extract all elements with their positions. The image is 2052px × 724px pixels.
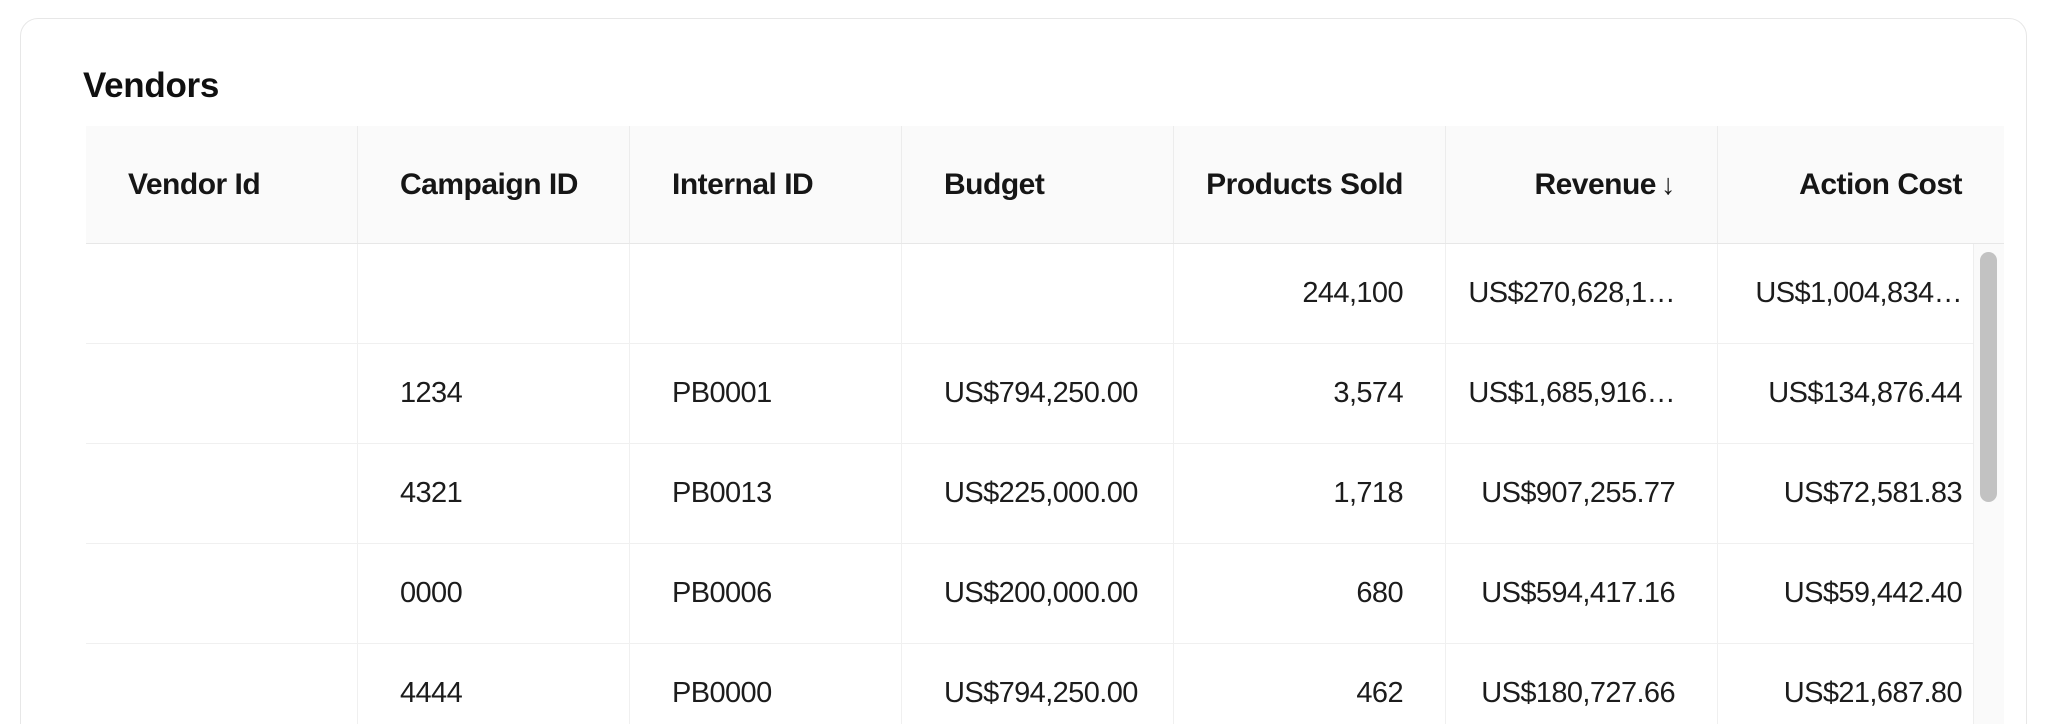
cell-action-cost: US$21,687.80	[1783, 677, 1963, 709]
cell-revenue: US$594,417.16	[1446, 544, 1718, 643]
cell-products-sold: 462	[1174, 644, 1446, 724]
table-header-row: Vendor Id Campaign ID Internal ID Budget Pro…	[86, 126, 2004, 244]
vertical-scrollbar-thumb[interactable]	[1980, 252, 1997, 502]
table-row[interactable]: 4321 PB0013 US$225,000.00 1,718 US$907,255.7…	[86, 444, 2004, 544]
sort-desc-icon: ↓	[1661, 169, 1676, 201]
cell-revenue: US$907,255.77	[1446, 444, 1718, 543]
vendors-data-grid: Vendor Id Campaign ID Internal ID Budget Pro…	[86, 126, 2004, 724]
cell-action-cost: US$134,876.44	[1768, 377, 1962, 409]
column-header-label: Internal ID	[672, 167, 814, 201]
page-title: Vendors	[83, 66, 220, 105]
cell-campaign-id: 4321	[358, 444, 630, 543]
cell-budget	[902, 244, 1174, 343]
cell-products-sold: 1,718	[1174, 444, 1446, 543]
cell-revenue: US$180,727.66	[1446, 644, 1718, 724]
cell-internal-id: PB0006	[630, 544, 902, 643]
cell-budget: US$200,000.00	[902, 544, 1174, 643]
cell-products-sold: 244,100	[1174, 244, 1446, 343]
column-header-campaign-id[interactable]: Campaign ID	[358, 126, 630, 243]
column-header-label: Revenue	[1534, 167, 1656, 201]
column-header-vendor-id[interactable]: Vendor Id	[86, 126, 358, 243]
cell-revenue: US$270,628,1…	[1446, 244, 1718, 343]
cell-products-sold: 680	[1174, 544, 1446, 643]
column-header-products-sold[interactable]: Products Sold	[1174, 126, 1446, 243]
table-row[interactable]: 1234 PB0001 US$794,250.00 3,574 US$1,685,916…	[86, 344, 2004, 444]
cell-action-cost: US$59,442.40	[1783, 577, 1963, 609]
column-header-label: Vendor Id	[128, 167, 261, 201]
vendors-card: Vendors Vendor Id Campaign ID Internal ID B…	[20, 18, 2027, 724]
cell-internal-id: PB0000	[630, 644, 902, 724]
table-row[interactable]: 244,100 US$270,628,1… US$1,004,834…	[86, 244, 2004, 344]
cell-campaign-id: 0000	[358, 544, 630, 643]
cell-action-cost: US$1,004,834…	[1755, 277, 1962, 309]
column-header-label: Budget	[944, 167, 1045, 201]
column-header-label: Campaign ID	[400, 167, 578, 201]
table-row[interactable]: 4444 PB0000 US$794,250.00 462 US$180,727.66 U…	[86, 644, 2004, 724]
column-header-budget[interactable]: Budget	[902, 126, 1174, 243]
cell-campaign-id	[358, 244, 630, 343]
cell-vendor-id	[86, 644, 358, 724]
cell-budget: US$794,250.00	[902, 644, 1174, 724]
table-body: 244,100 US$270,628,1… US$1,004,834… 1234 PB0…	[86, 244, 2004, 724]
cell-campaign-id: 1234	[358, 344, 630, 443]
cell-budget: US$225,000.00	[902, 444, 1174, 543]
table-row[interactable]: 0000 PB0006 US$200,000.00 680 US$594,417.16 U…	[86, 544, 2004, 644]
cell-internal-id: PB0013	[630, 444, 902, 543]
vertical-scrollbar-track[interactable]	[1973, 244, 2004, 724]
column-header-label: Products Sold	[1206, 167, 1403, 201]
cell-vendor-id	[86, 344, 358, 443]
cell-vendor-id	[86, 544, 358, 643]
column-header-label: Action Cost	[1799, 167, 1962, 201]
column-header-action-cost[interactable]: Action Cost	[1718, 126, 2004, 243]
cell-budget: US$794,250.00	[902, 344, 1174, 443]
cell-internal-id	[630, 244, 902, 343]
cell-action-cost: US$72,581.83	[1783, 477, 1963, 509]
cell-vendor-id	[86, 244, 358, 343]
column-header-internal-id[interactable]: Internal ID	[630, 126, 902, 243]
cell-products-sold: 3,574	[1174, 344, 1446, 443]
column-header-revenue[interactable]: Revenue ↓	[1446, 126, 1718, 243]
cell-campaign-id: 4444	[358, 644, 630, 724]
cell-vendor-id	[86, 444, 358, 543]
cell-revenue: US$1,685,916…	[1446, 344, 1718, 443]
cell-internal-id: PB0001	[630, 344, 902, 443]
